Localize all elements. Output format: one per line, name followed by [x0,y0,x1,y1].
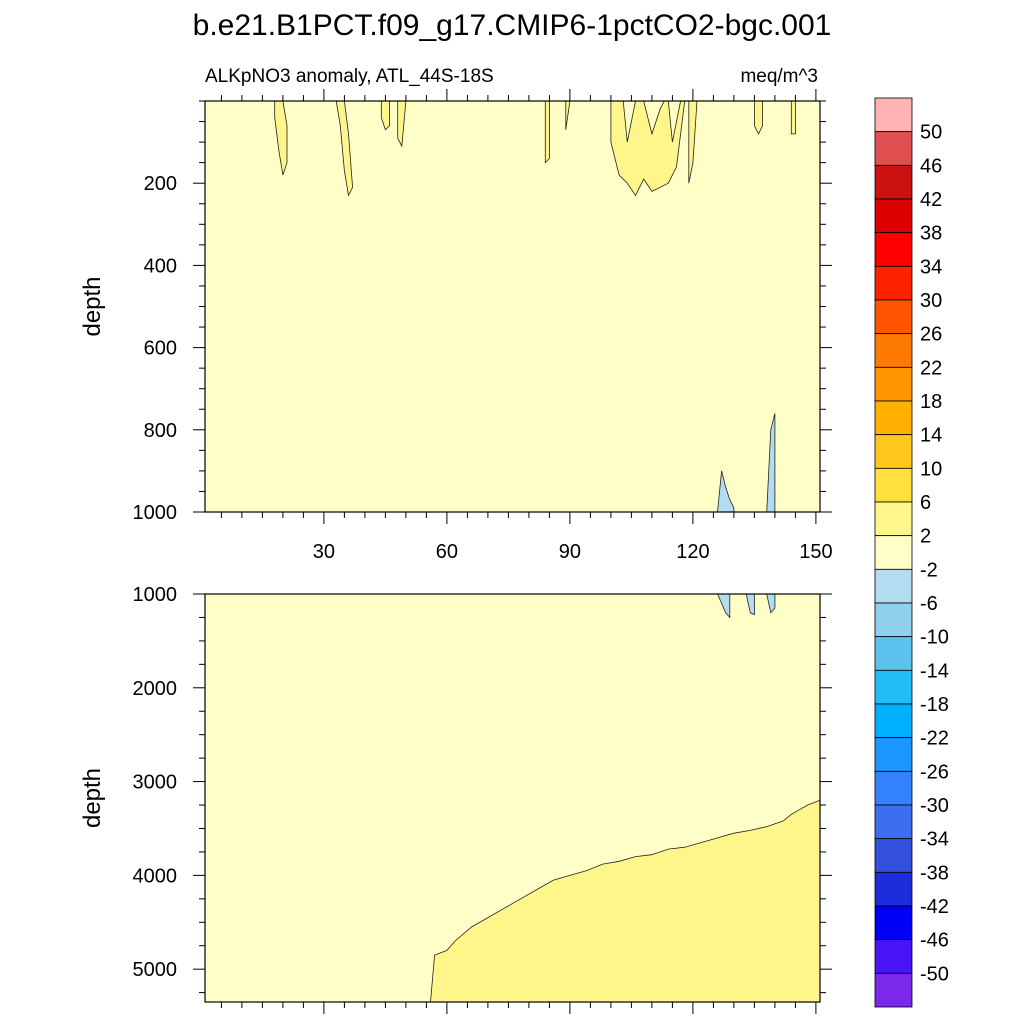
colorbar-label: -34 [920,829,949,851]
contour-region [717,594,731,619]
y-tick-label: 4000 [133,865,178,887]
y-tick-label: 200 [144,173,177,195]
colorbar-label: 14 [920,425,942,447]
colorbar-label: 10 [920,458,942,480]
y-tick-label: 5000 [133,959,178,981]
contour-region [688,101,698,184]
colorbar-box [874,669,913,705]
upper-panel: 200 400 600 800 1000 30 60 90 120 150 depth [79,89,833,563]
colorbar-label: 38 [920,223,942,245]
y-tick-label: 400 [144,255,177,277]
colorbar-label: -30 [920,795,949,817]
lower-panel: 1000 2000 3000 4000 5000 depth [79,584,832,1014]
colorbar-box [874,770,913,806]
x-tick-label: 60 [436,541,458,563]
colorbar-box [874,434,913,469]
colorbar-box [874,333,913,368]
y-tick-label: 3000 [133,772,178,794]
colorbar-label: -18 [920,694,949,716]
y-axis-label: depth [79,768,106,828]
panel-frame [204,593,821,1003]
colorbar-box [874,501,913,537]
contour-region [430,799,820,1002]
contour-region [397,101,407,148]
colorbar-label: 34 [920,256,942,278]
contour-region [380,101,390,131]
colorbar-label: 30 [920,290,942,312]
colorbar-box [874,131,913,166]
x-tick-label: 30 [313,541,335,563]
colorbar-label: -22 [920,728,949,750]
y-tick-label: 2000 [133,678,178,700]
colorbar-box [874,568,913,604]
colorbar-box [874,636,913,671]
figure-title: b.e21.B1PCT.f09_g17.CMIP6-1pctCO2-bgc.00… [193,9,832,42]
contour-region [565,101,571,130]
colorbar-label: 42 [920,189,942,211]
contour-region [610,101,686,197]
colorbar-label: -14 [920,660,949,682]
colorbar-label: 26 [920,324,942,346]
subtitle-left: ALKpNO3 anomaly, ATL_44S-18S [205,66,494,87]
colorbar-label: 18 [920,391,942,413]
contour-region [717,470,735,512]
colorbar-box [874,535,913,570]
contour-region [335,101,354,197]
y-tick-label: 1000 [133,584,178,606]
colorbar-label: 46 [920,155,942,177]
x-tick-label: 120 [676,541,709,563]
colorbar-box [874,939,913,974]
y-axis-label: depth [79,276,106,336]
contour-region [766,594,776,614]
panel-background [205,101,820,512]
colorbar-box [874,198,913,234]
y-tick-label: 1000 [133,502,178,524]
colorbar-label: 6 [920,492,931,514]
colorbar-box [874,467,913,503]
colorbar-box [874,703,913,739]
colorbar-box [874,164,913,200]
colorbar-label: 2 [920,526,931,548]
colorbar-box [874,299,913,335]
colorbar-box [874,232,913,267]
colorbar-box [874,804,913,840]
colorbar-box [874,265,913,301]
colorbar: 50 46 42 38 34 30 26 22 18 14 10 6 2 -2 -6 -10 -14 -18 -22… [874,97,949,1008]
colorbar-box [874,97,913,133]
colorbar-label: -10 [920,627,949,649]
subtitle-right: meq/m^3 [740,66,818,87]
contour-region [274,101,288,176]
contour-region [754,101,763,135]
colorbar-label: -50 [920,963,949,985]
colorbar-label: -38 [920,862,949,884]
colorbar-label: 50 [920,122,942,144]
y-tick-label: 800 [144,420,177,442]
contour-region [745,594,755,616]
colorbar-box [874,602,913,638]
colorbar-label: -42 [920,896,949,918]
contour-region [766,413,776,512]
colorbar-box [874,400,913,436]
colorbar-label: -26 [920,761,949,783]
colorbar-label: 22 [920,357,942,379]
colorbar-box [874,838,913,873]
colorbar-box [874,737,913,772]
colorbar-label: -46 [920,930,949,952]
contour-region [544,101,550,164]
colorbar-label: -2 [920,559,938,581]
colorbar-box [874,366,913,402]
x-tick-label: 90 [559,541,581,563]
colorbar-box [874,871,913,907]
contour-region [790,101,796,135]
y-tick-label: 600 [144,338,177,360]
colorbar-box [874,905,913,941]
colorbar-label: -6 [920,593,938,615]
colorbar-box [874,972,913,1008]
x-tick-label: 150 [799,541,832,563]
